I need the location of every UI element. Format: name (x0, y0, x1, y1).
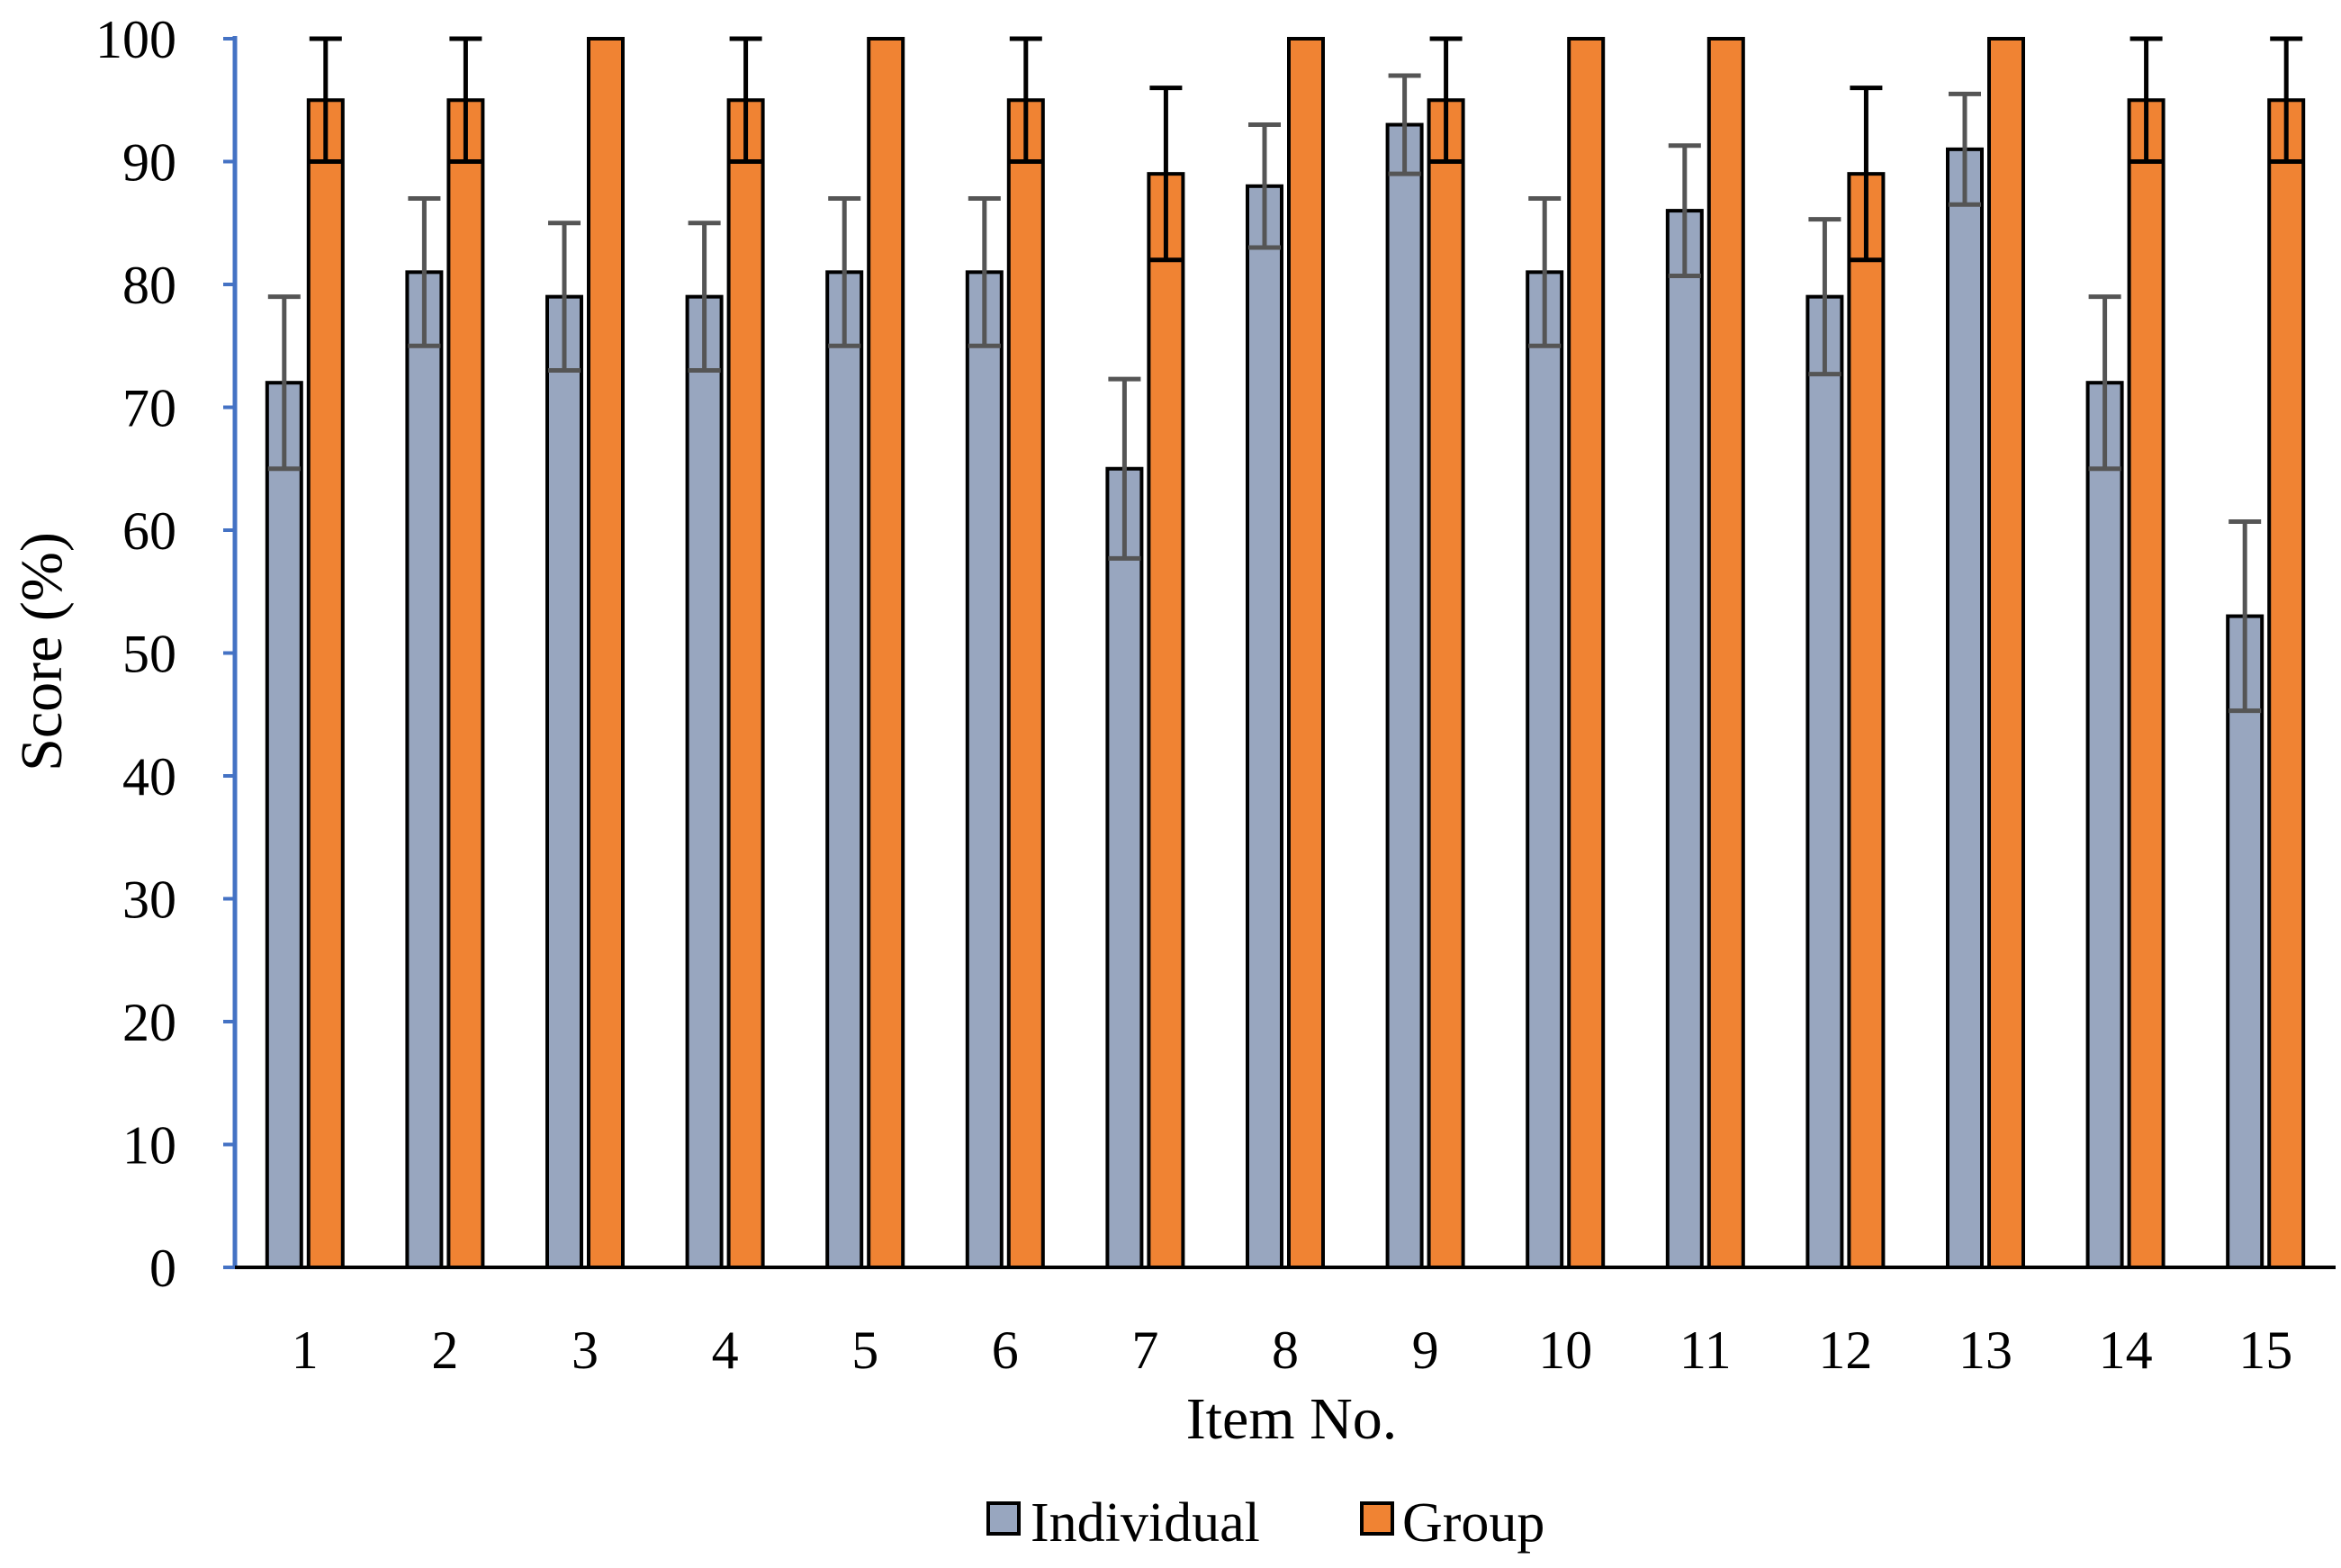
error-bar-individual (1388, 73, 1421, 176)
y-tick-label: 20 (122, 993, 176, 1052)
bar-individual (405, 270, 444, 1270)
y-tick-label: 10 (122, 1116, 176, 1176)
x-tick-label: 9 (1412, 1320, 1439, 1380)
bar-individual (1246, 184, 1283, 1269)
error-bar-individual (267, 294, 301, 472)
error-bar-group (2129, 36, 2163, 164)
y-tick-label: 50 (122, 625, 176, 684)
error-bar-individual (1248, 122, 1281, 250)
bar-group (1706, 37, 1745, 1269)
x-tick-label: 5 (851, 1320, 878, 1380)
bar-individual (1665, 209, 1704, 1270)
bar-individual (1805, 294, 1844, 1269)
bar-individual (825, 270, 864, 1270)
error-bar-individual (1108, 376, 1141, 561)
bar-individual (685, 294, 724, 1269)
error-bar-individual (408, 195, 441, 348)
error-bar-group (449, 36, 482, 164)
bar-group (1147, 172, 1185, 1269)
bar-group (1006, 98, 1045, 1269)
y-tick-labels: 0 10 20 30 40 50 60 70 80 90 100 (95, 10, 235, 1298)
x-tick-labels: 1 2 3 4 5 6 7 8 9 10 11 12 13 14 15 (292, 1320, 2292, 1380)
bar-group (1567, 37, 1606, 1269)
error-bar-individual (2088, 294, 2121, 472)
error-bar-individual (1808, 217, 1841, 377)
error-bar-individual (828, 195, 861, 348)
error-bar-group (1850, 86, 1883, 263)
x-tick-label: 15 (2238, 1320, 2292, 1380)
bar-group (587, 37, 625, 1269)
x-tick-label: 10 (1538, 1320, 1592, 1380)
y-tick-label: 40 (122, 747, 176, 807)
legend-label-group: Group (1402, 1492, 1544, 1554)
bar-group (2267, 98, 2306, 1269)
bar-group (726, 98, 765, 1269)
bar-individual (2226, 614, 2264, 1269)
bar-group (446, 98, 485, 1269)
bar-individual (1105, 466, 1144, 1269)
bar-group (1987, 37, 2025, 1269)
x-tick-label: 7 (1131, 1320, 1158, 1380)
bar-individual (2085, 381, 2124, 1269)
bar-individual (1526, 270, 1564, 1270)
bar-group (1847, 172, 1886, 1269)
x-tick-label: 3 (572, 1320, 599, 1380)
error-bar-group (309, 36, 342, 164)
error-bar-individual (968, 195, 1001, 348)
error-bar-individual (548, 221, 581, 374)
error-bar-individual (2228, 518, 2262, 714)
x-tick-label: 4 (712, 1320, 739, 1380)
legend-swatch-group (1360, 1501, 1394, 1536)
error-bars-layer (267, 36, 2303, 714)
legend-label-individual: Individual (1031, 1492, 1260, 1554)
bar-individual (545, 294, 583, 1269)
y-axis-title: Score (%) (9, 532, 75, 771)
bar-group (867, 37, 905, 1269)
bar-group (1427, 98, 1465, 1269)
bar-individual (965, 270, 1004, 1270)
y-tick-label: 70 (122, 379, 176, 438)
x-tick-label: 13 (1958, 1320, 2012, 1380)
bar-individual (265, 381, 303, 1269)
x-tick-label: 12 (1818, 1320, 1872, 1380)
legend: Individual Group (986, 1492, 1544, 1554)
error-bar-group (2270, 36, 2303, 164)
error-bar-group (1009, 36, 1042, 164)
x-tick-label: 14 (2099, 1320, 2153, 1380)
error-bar-group (729, 36, 762, 164)
x-tick-label: 8 (1272, 1320, 1299, 1380)
bar-group (1287, 37, 1325, 1269)
x-tick-label: 1 (292, 1320, 319, 1380)
x-axis-title: Item No. (1186, 1386, 1398, 1452)
y-tick-label: 30 (122, 870, 176, 930)
y-tick-label: 100 (95, 10, 176, 69)
error-bar-group (1429, 36, 1463, 164)
bar-individual (1946, 147, 1984, 1270)
bar-individual (1385, 122, 1424, 1269)
error-bar-individual (1528, 195, 1562, 348)
error-bar-individual (1668, 143, 1701, 278)
x-tick-label: 6 (992, 1320, 1019, 1380)
x-tick-label: 11 (1679, 1320, 1732, 1380)
error-bar-individual (1949, 91, 1981, 207)
error-bar-individual (688, 221, 721, 374)
y-tick-label: 90 (122, 133, 176, 193)
y-tick-label: 60 (122, 501, 176, 561)
legend-swatch-individual (986, 1501, 1021, 1536)
bar-group (306, 98, 345, 1269)
x-tick-label: 2 (431, 1320, 458, 1380)
y-tick-label: 0 (149, 1239, 176, 1298)
y-tick-label: 80 (122, 256, 176, 315)
error-bar-group (1149, 86, 1183, 263)
bar-group (2127, 98, 2165, 1269)
